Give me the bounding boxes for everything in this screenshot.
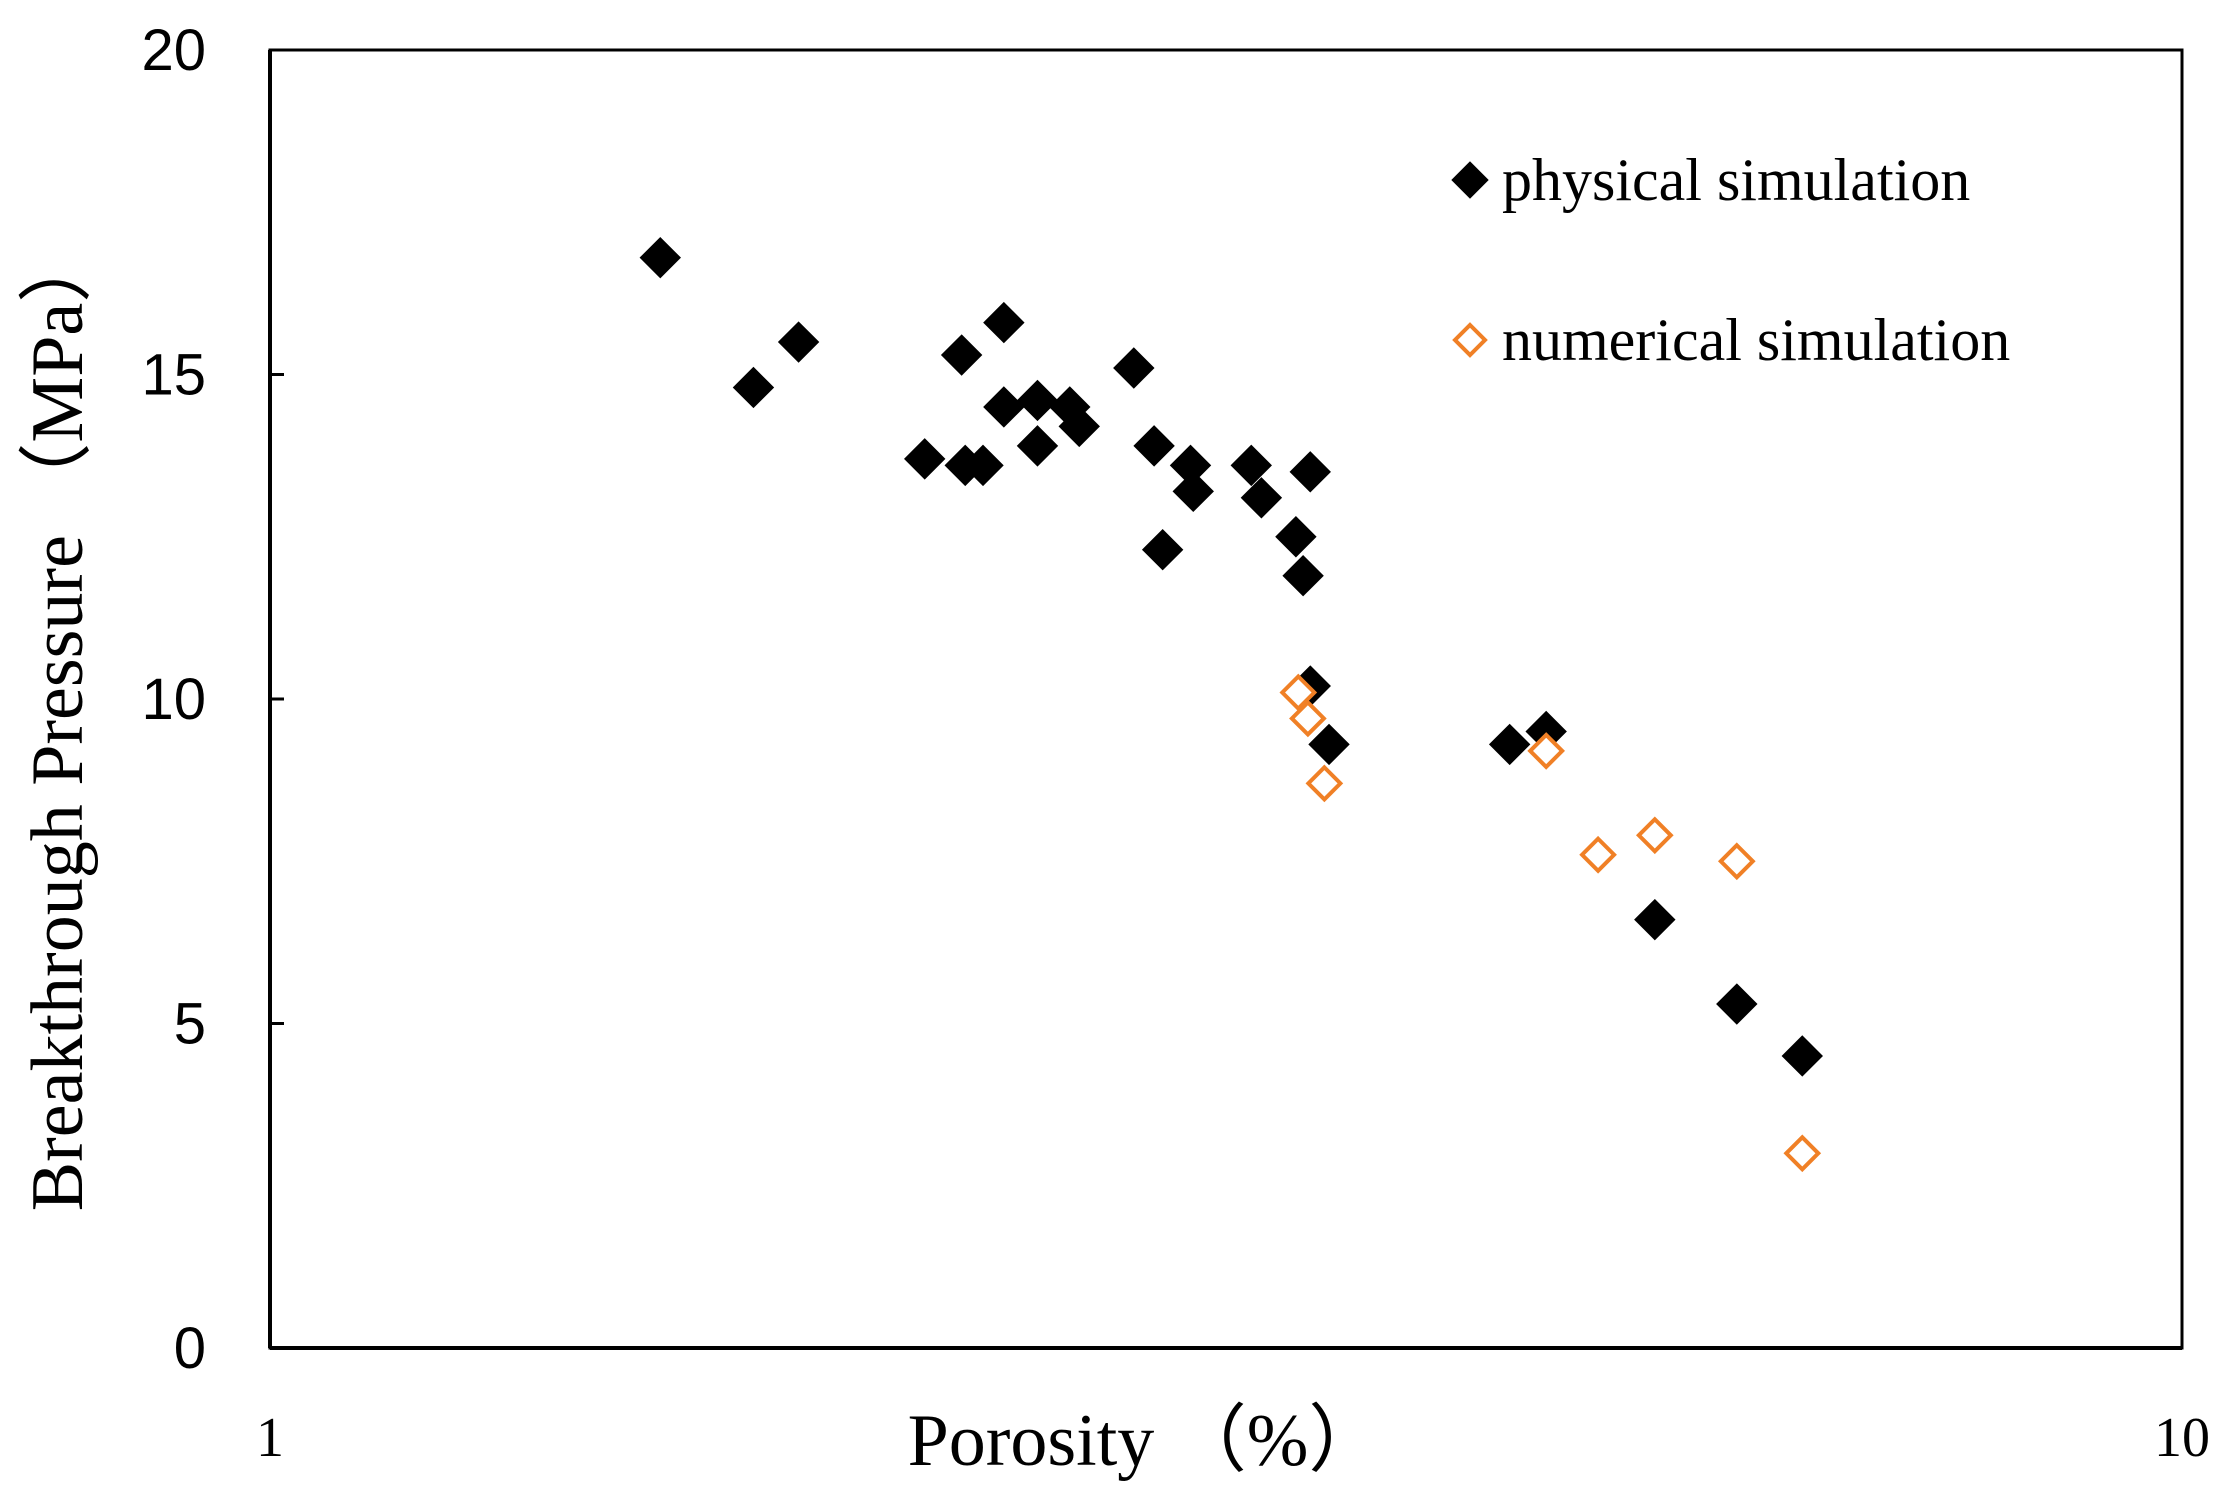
numerical-data-point	[1635, 816, 1674, 855]
y-axis-title: Breakthrough Pressure （MPa）	[17, 229, 99, 1211]
physical-data-point	[639, 236, 681, 279]
physical-data-point	[1488, 723, 1531, 766]
y-tick-label: 15	[141, 343, 206, 408]
numerical-data-point	[1527, 732, 1565, 770]
plot-area-frame	[268, 48, 2184, 1350]
physical-data-point	[1240, 477, 1283, 519]
numerical-data-point	[1279, 673, 1318, 712]
physical-data-point	[1634, 898, 1676, 941]
y-tick-label: 0	[174, 1316, 206, 1381]
legend-label-physical-simulation: physical simulation	[1502, 147, 1970, 213]
x-tick-label: 10	[2154, 1407, 2210, 1469]
physical-data-point	[1716, 983, 1758, 1025]
numerical-data-point	[1289, 699, 1327, 738]
physical-data-point	[1133, 425, 1175, 467]
numerical-data-point	[1717, 842, 1756, 881]
physical-data-point	[1016, 425, 1059, 467]
physical-data-point	[940, 334, 983, 376]
physical-data-point	[1282, 554, 1324, 597]
physical-data-point	[1141, 529, 1184, 571]
physical-data-point	[777, 321, 820, 363]
physical-data-point	[983, 386, 1025, 428]
y-tick-label: 5	[174, 992, 206, 1057]
physical-data-point	[1275, 516, 1317, 558]
numerical-data-point	[1579, 835, 1617, 874]
physical-data-point	[1781, 1035, 1823, 1077]
series-numerical-simulation	[1279, 673, 1822, 1173]
physical-data-point	[904, 438, 946, 480]
legend-item-numerical-simulation: numerical simulation	[1452, 307, 2010, 373]
physical-data-point	[1172, 470, 1214, 513]
y-tick-label: 20	[141, 18, 206, 83]
legend-marker-physical-simulation	[1451, 161, 1489, 199]
legend: physical simulation numerical simulation	[1451, 147, 2010, 373]
data-series	[639, 236, 1823, 1173]
physical-data-point	[1058, 405, 1100, 448]
physical-data-point	[1016, 379, 1059, 422]
physical-data-point	[962, 444, 1004, 487]
y-tick-label: 10	[141, 667, 206, 732]
physical-data-point	[1113, 347, 1155, 389]
series-physical-simulation	[639, 236, 1823, 1077]
physical-data-point	[1289, 451, 1331, 493]
physical-data-point	[1308, 723, 1350, 766]
y-axis-ticks: 0 5 10 15 20	[141, 18, 284, 1381]
physical-data-point	[983, 301, 1025, 344]
x-axis-ticks: 1 10	[256, 1334, 2210, 1469]
legend-label-numerical-simulation: numerical simulation	[1502, 307, 2010, 373]
legend-marker-numerical-simulation	[1452, 322, 1488, 358]
x-tick-label: 1	[256, 1407, 284, 1469]
physical-data-point	[1230, 444, 1272, 487]
numerical-data-point	[1305, 764, 1344, 803]
x-axis-title: Porosity （%）	[908, 1400, 1383, 1482]
physical-data-point	[732, 366, 775, 409]
numerical-data-point	[1783, 1134, 1822, 1173]
legend-item-physical-simulation: physical simulation	[1451, 147, 1970, 213]
